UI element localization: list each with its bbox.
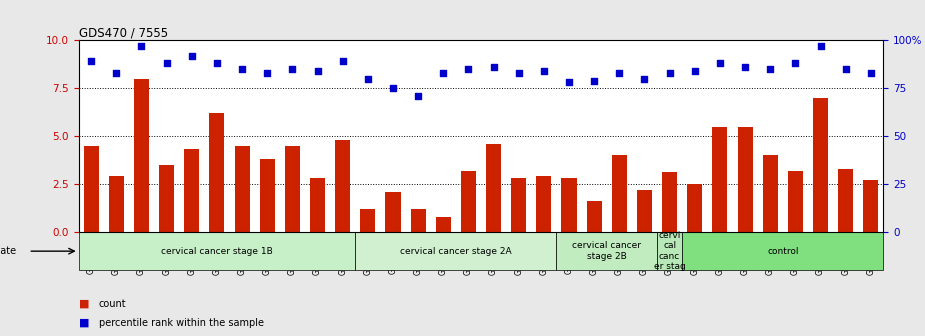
Text: GDS470 / 7555: GDS470 / 7555 [79,26,167,39]
Bar [863,180,879,232]
Point [386,85,401,91]
Bar [360,209,376,232]
Text: cervical cancer stage 2A: cervical cancer stage 2A [400,247,512,256]
Point [134,43,149,49]
Text: percentile rank within the sample: percentile rank within the sample [99,318,264,328]
Bar [512,178,526,232]
Bar [712,126,727,232]
Bar [159,165,174,232]
Bar [536,176,551,232]
Bar [184,150,200,232]
Bar [436,216,450,232]
Point [838,66,853,72]
Point [84,59,99,64]
Bar [657,232,683,270]
Bar [310,178,325,232]
Bar [209,113,225,232]
Bar [662,172,677,232]
Point [411,93,426,98]
Bar [762,155,778,232]
Text: count: count [99,299,127,309]
Point [361,76,376,81]
Bar [838,169,853,232]
Point [436,70,450,76]
Point [712,60,727,66]
Bar [109,176,124,232]
Point [109,70,124,76]
Point [586,78,601,83]
Text: cervical cancer stage 1B: cervical cancer stage 1B [161,247,273,256]
Point [788,60,803,66]
Bar [788,171,803,232]
Point [561,80,576,85]
Point [184,53,199,58]
Point [612,70,627,76]
Bar [260,159,275,232]
Bar [134,79,149,232]
Text: control: control [767,247,798,256]
Point [210,60,225,66]
Point [813,43,828,49]
Point [662,70,677,76]
Text: cervi
cal
canc
er stag: cervi cal canc er stag [654,231,685,271]
Bar [557,232,657,270]
Bar [813,98,828,232]
Point [461,66,475,72]
Point [536,68,551,74]
Bar [611,155,627,232]
Bar [335,140,351,232]
Point [687,68,702,74]
Bar [386,192,401,232]
Point [512,70,526,76]
Point [637,76,652,81]
Point [235,66,250,72]
Point [310,68,325,74]
Point [487,65,501,70]
Text: ■: ■ [79,318,89,328]
Bar [79,232,355,270]
Bar [687,184,702,232]
Bar [411,209,426,232]
Bar [355,232,557,270]
Bar [83,145,99,232]
Bar [683,232,883,270]
Text: ■: ■ [79,299,89,309]
Bar [561,178,576,232]
Point [159,60,174,66]
Bar [737,126,753,232]
Point [763,66,778,72]
Bar [637,190,652,232]
Point [260,70,275,76]
Point [335,59,350,64]
Text: cervical cancer
stage 2B: cervical cancer stage 2B [573,242,641,261]
Text: disease state: disease state [0,246,16,256]
Point [285,66,300,72]
Bar [235,145,250,232]
Point [737,65,752,70]
Bar [285,145,300,232]
Bar [586,201,601,232]
Point [863,70,878,76]
Bar [461,171,476,232]
Bar [486,144,501,232]
